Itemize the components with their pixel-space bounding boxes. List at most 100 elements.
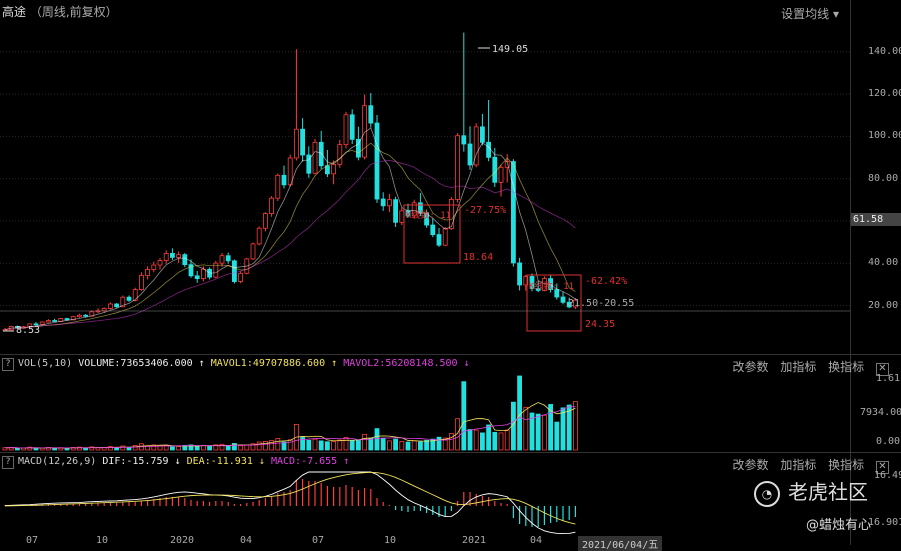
volume-bar xyxy=(250,443,256,451)
price-ytick: 20.00 xyxy=(868,299,899,311)
volume-bar xyxy=(399,441,405,451)
candle-body xyxy=(151,264,157,270)
volume-bar xyxy=(492,431,498,451)
candle-body xyxy=(349,114,355,140)
volume-bar xyxy=(207,445,213,451)
macd-add-indicator-button[interactable]: 加指标 xyxy=(780,458,817,472)
volume-bar xyxy=(281,441,287,451)
macd-dea: DEA:-11.931 xyxy=(186,456,253,467)
vol-close-icon[interactable]: ✕ xyxy=(876,363,889,376)
candle-body xyxy=(337,144,343,165)
volume-bar xyxy=(114,447,119,451)
candle-body xyxy=(517,262,522,286)
tiger-logo-icon: ◔ xyxy=(754,480,780,507)
candle-body xyxy=(566,301,572,308)
candle-body xyxy=(126,296,132,301)
vol-help-icon[interactable]: ? xyxy=(2,358,14,371)
candle-body xyxy=(331,163,337,175)
moving-average-line xyxy=(4,160,576,331)
candle-body xyxy=(448,199,454,230)
brand-watermark: ◔ 老虎社区 xyxy=(754,476,868,507)
macd-help-icon[interactable]: ? xyxy=(2,456,14,469)
vol-toolbar: 改参数 加指标 换指标 ✕ xyxy=(724,358,889,376)
candle-body xyxy=(145,269,151,277)
candle-body xyxy=(498,166,504,183)
volume-bar xyxy=(554,421,560,451)
volume-bar xyxy=(355,439,361,451)
volume-bar xyxy=(442,437,448,451)
macd-line xyxy=(4,471,576,535)
macd-close-icon[interactable]: ✕ xyxy=(876,461,889,474)
volume-bar xyxy=(560,407,566,451)
candle-body xyxy=(467,143,473,166)
price-ytick: 40.00 xyxy=(868,257,899,269)
volume-bar xyxy=(120,445,126,451)
moving-average-line xyxy=(4,142,576,331)
volume-bar xyxy=(312,438,318,451)
candle-body xyxy=(473,126,479,166)
volume-bar xyxy=(256,441,262,451)
candle-body xyxy=(238,272,244,282)
volume-bar xyxy=(566,404,572,451)
date-flag: 2021/06/04/五 xyxy=(578,536,663,551)
candle-body xyxy=(324,165,330,175)
vol-mavol1: MAVOL1:49707886.600 xyxy=(210,358,326,369)
vol-volume-arrow: ↑ xyxy=(198,358,205,369)
vol-add-indicator-button[interactable]: 加指标 xyxy=(780,360,817,374)
candle-body xyxy=(300,128,306,156)
candle-body xyxy=(368,105,374,124)
box1-low: 18.64 xyxy=(463,252,494,263)
candle-body xyxy=(163,253,169,262)
stock-name: 高途 xyxy=(2,5,27,19)
candle-body xyxy=(393,199,399,223)
volume-bar xyxy=(343,437,349,451)
candle-body xyxy=(281,174,287,186)
price-ytick: 100.00 xyxy=(868,130,901,142)
volume-bar xyxy=(523,406,529,451)
candle-body xyxy=(157,260,163,266)
panel-separator xyxy=(0,452,901,453)
candle-body xyxy=(380,198,386,207)
candle-body xyxy=(132,289,138,301)
volume-bar xyxy=(231,443,237,451)
box2-mid: 21.50-20.55 xyxy=(568,298,635,309)
volume-bar xyxy=(411,440,417,451)
macd-ytick: -16.901 xyxy=(862,517,901,528)
candle-body xyxy=(138,275,144,290)
volume-bar xyxy=(386,440,392,451)
price-ytick: 140.00 xyxy=(868,45,901,57)
candle-body xyxy=(39,321,45,325)
macd-edit-params-button[interactable]: 改参数 xyxy=(732,458,769,472)
macd-switch-indicator-button[interactable]: 换指标 xyxy=(828,458,865,472)
candle-body xyxy=(114,303,119,308)
vol-edit-params-button[interactable]: 改参数 xyxy=(732,360,769,374)
volume-bar xyxy=(417,441,423,451)
volume-bar xyxy=(436,436,442,451)
box1-pct: -27.75% xyxy=(464,205,507,216)
candle-body xyxy=(83,314,88,317)
volume-bar xyxy=(151,444,157,451)
box2-count: K线数: 11 xyxy=(529,282,575,292)
volume-bar xyxy=(479,432,485,451)
candle-body xyxy=(188,264,194,277)
volume-bar xyxy=(318,440,324,451)
x-axis-label: 04 xyxy=(240,535,253,546)
range-box-2 xyxy=(526,274,582,332)
candle-body xyxy=(46,320,51,323)
x-axis-label: 2021 xyxy=(462,535,487,546)
volume-bar xyxy=(306,439,312,451)
axis-separator xyxy=(850,0,851,545)
volume-bar xyxy=(504,429,510,451)
ma-settings-button[interactable]: 设置均线 ▾ xyxy=(781,7,839,21)
candle-body xyxy=(306,154,312,174)
candle-body xyxy=(442,228,448,246)
candle-body xyxy=(120,296,126,308)
candle-body xyxy=(64,318,70,321)
macd-value-arrow: ↑ xyxy=(343,456,350,467)
macd-name: MACD(12,26,9) xyxy=(18,456,97,467)
candle-body xyxy=(287,157,293,186)
volume-bar xyxy=(498,432,504,451)
vol-switch-indicator-button[interactable]: 换指标 xyxy=(828,360,865,374)
candle-body xyxy=(535,288,541,291)
